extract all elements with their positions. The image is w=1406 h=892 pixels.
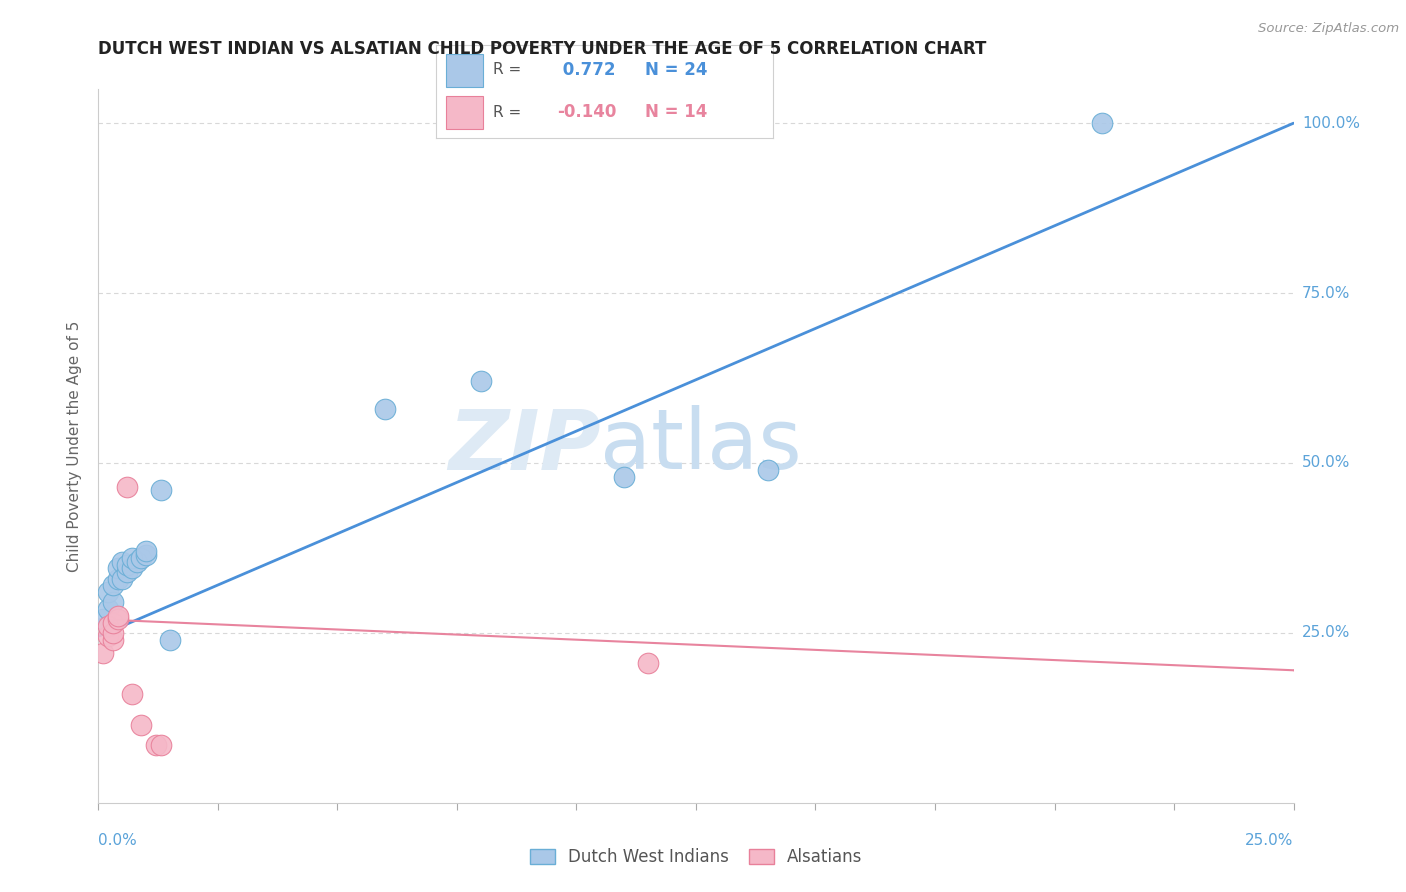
Point <box>101 578 124 592</box>
Point <box>101 626 124 640</box>
Point <box>121 687 143 701</box>
Point <box>91 646 114 660</box>
Point <box>107 572 129 586</box>
Point <box>115 558 138 572</box>
Y-axis label: Child Poverty Under the Age of 5: Child Poverty Under the Age of 5 <box>67 320 83 572</box>
Point <box>125 555 148 569</box>
Point <box>115 565 138 579</box>
Text: R =: R = <box>494 62 522 78</box>
Point <box>97 629 120 643</box>
Point <box>101 632 124 647</box>
Text: 0.772: 0.772 <box>557 61 616 78</box>
Text: N = 24: N = 24 <box>645 61 707 78</box>
FancyBboxPatch shape <box>446 54 484 87</box>
Text: 25.0%: 25.0% <box>1302 625 1350 640</box>
Point <box>111 555 134 569</box>
Point <box>107 561 129 575</box>
Point <box>159 632 181 647</box>
Point <box>756 463 779 477</box>
Text: 100.0%: 100.0% <box>1302 116 1360 131</box>
Point <box>135 544 157 558</box>
Point <box>107 608 129 623</box>
FancyBboxPatch shape <box>446 96 484 129</box>
Point <box>135 548 157 562</box>
Point <box>1091 116 1114 130</box>
Point <box>121 561 143 575</box>
Text: 50.0%: 50.0% <box>1302 456 1350 470</box>
Point <box>97 602 120 616</box>
Text: 75.0%: 75.0% <box>1302 285 1350 301</box>
Point <box>115 480 138 494</box>
Point <box>470 375 492 389</box>
Point <box>107 612 129 626</box>
Point <box>131 717 153 731</box>
Point <box>121 551 143 566</box>
Text: DUTCH WEST INDIAN VS ALSATIAN CHILD POVERTY UNDER THE AGE OF 5 CORRELATION CHART: DUTCH WEST INDIAN VS ALSATIAN CHILD POVE… <box>98 40 987 58</box>
Text: N = 14: N = 14 <box>645 103 707 121</box>
Text: 0.0%: 0.0% <box>98 833 138 848</box>
Text: ZIP: ZIP <box>447 406 600 486</box>
Point <box>131 551 153 566</box>
Point <box>637 657 659 671</box>
Point <box>145 738 167 752</box>
Point <box>101 615 124 630</box>
Point <box>149 483 172 498</box>
Point <box>111 572 134 586</box>
Text: atlas: atlas <box>600 406 801 486</box>
Legend: Dutch West Indians, Alsatians: Dutch West Indians, Alsatians <box>523 842 869 873</box>
Text: Source: ZipAtlas.com: Source: ZipAtlas.com <box>1258 22 1399 36</box>
Point <box>101 595 124 609</box>
Point <box>91 612 114 626</box>
Text: 25.0%: 25.0% <box>1246 833 1294 848</box>
Text: -0.140: -0.140 <box>557 103 617 121</box>
Point <box>374 401 396 416</box>
Text: R =: R = <box>494 104 522 120</box>
Point <box>613 469 636 483</box>
Point <box>97 619 120 633</box>
Point <box>149 738 172 752</box>
Point <box>97 585 120 599</box>
